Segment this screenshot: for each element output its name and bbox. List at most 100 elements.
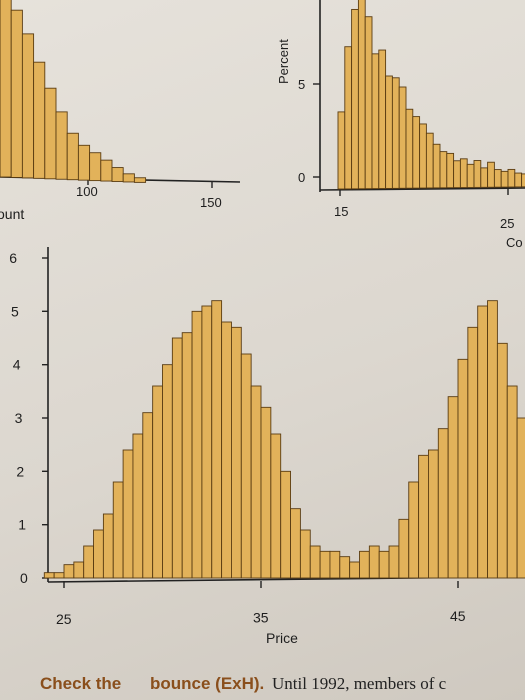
- histogram-bar: [122, 449, 134, 579]
- footer-bold-text: bounce (ExH).: [150, 674, 265, 693]
- histogram-bar: [419, 123, 427, 189]
- histogram-bar: [280, 470, 292, 579]
- histogram-bar: [521, 173, 525, 188]
- histogram-bar: [250, 385, 262, 579]
- footer-text: Check the bounce (ExH). Until 1992, memb…: [0, 672, 525, 700]
- y-tick-label: 0: [20, 570, 28, 586]
- y-tick-label: 5: [298, 77, 305, 92]
- histogram-bar: [201, 305, 213, 579]
- y-tick-label: 3: [15, 410, 23, 426]
- histogram-bar: [418, 454, 429, 579]
- histogram-bar: [290, 508, 301, 579]
- histogram-bar: [516, 417, 525, 579]
- histogram-bar: [112, 481, 124, 579]
- histogram-bar: [89, 152, 102, 182]
- histogram-bar: [446, 152, 455, 189]
- histogram-bar: [211, 300, 223, 579]
- histogram-bar: [466, 163, 475, 188]
- x-tick-label: 150: [200, 195, 222, 210]
- histogram-bar: [487, 300, 498, 579]
- histogram-bar: [66, 132, 79, 181]
- histogram-bar: [133, 177, 147, 183]
- histogram-bar: [111, 167, 124, 182]
- histogram-bar: [260, 406, 272, 579]
- histogram-bar: [55, 111, 68, 180]
- histogram-bar: [507, 168, 516, 188]
- histogram-bar: [33, 61, 46, 179]
- histogram-bar: [162, 364, 173, 579]
- histogram-bar: [181, 332, 193, 579]
- histogram-bar: [371, 53, 380, 190]
- histogram-bar: [506, 385, 518, 579]
- chart-top-right: 0 5 Percent 15 25 Co: [276, 0, 525, 250]
- x-axis-label: Price: [266, 630, 298, 646]
- histogram-bar: [357, 0, 366, 190]
- histogram-bar: [349, 561, 360, 579]
- histogram-bar: [467, 326, 479, 579]
- x-axis-top-right: [319, 187, 525, 191]
- histogram-bar: [0, 0, 12, 178]
- histogram-bar: [480, 167, 489, 188]
- histogram-bar: [221, 321, 232, 579]
- histogram-bar: [43, 572, 55, 579]
- x-axis-label: ount: [0, 206, 24, 222]
- histogram-bar: [453, 160, 461, 189]
- histogram-bar: [100, 159, 113, 182]
- histogram-bar: [83, 545, 94, 579]
- histogram-bar: [398, 518, 410, 579]
- histogram-bar: [122, 173, 135, 183]
- histogram-bar: [457, 358, 469, 579]
- histogram-bar: [487, 161, 495, 188]
- y-tick-label: 4: [13, 357, 21, 373]
- histogram-bar: [388, 545, 400, 579]
- histogram-bar: [152, 385, 163, 579]
- histogram-bar: [337, 111, 346, 190]
- histogram-bar: [270, 433, 282, 579]
- histogram-bar: [77, 144, 91, 181]
- histogram-bar: [447, 396, 459, 579]
- histogram-bar: [385, 75, 393, 189]
- histogram-bar: [408, 481, 420, 579]
- footer-left-fragment: Check the: [40, 674, 122, 693]
- histogram-bar: [171, 337, 183, 579]
- histogram-bar: [493, 169, 502, 188]
- histogram-bar: [93, 529, 104, 579]
- x-tick-label: 45: [450, 608, 466, 624]
- histogram-bar: [432, 143, 441, 189]
- histogram-bar: [425, 132, 434, 189]
- histogram-bar: [102, 513, 114, 579]
- histogram-bar: [391, 77, 400, 189]
- histogram-bar: [359, 550, 370, 579]
- histogram-bar: [142, 412, 154, 579]
- histogram-bar: [309, 545, 321, 579]
- histogram-bar: [44, 87, 57, 180]
- histogram-bar: [459, 158, 468, 189]
- histogram-bar: [514, 172, 523, 188]
- histogram-bar: [500, 170, 509, 188]
- histogram-bar: [378, 550, 390, 579]
- x-tick-label: 25: [56, 611, 72, 627]
- histogram-bar: [439, 151, 448, 189]
- histogram-bar: [191, 310, 203, 579]
- histogram-bar: [10, 9, 23, 178]
- histogram-bar: [364, 16, 373, 190]
- y-tick-label: 0: [298, 170, 305, 185]
- histogram-bar: [437, 428, 449, 579]
- histogram-bar: [73, 561, 85, 579]
- histogram-bar: [398, 86, 407, 189]
- x-tick-label: 100: [76, 184, 98, 199]
- y-tick-label: 5: [11, 303, 19, 319]
- histogram-bar: [428, 449, 439, 579]
- histogram-bar: [368, 545, 380, 579]
- histogram-bar: [329, 550, 341, 579]
- histogram-bar: [378, 49, 387, 189]
- histogram-bar: [230, 326, 242, 579]
- histogram-bar: [132, 433, 144, 579]
- x-tick-label: 35: [253, 610, 269, 626]
- y-tick-label: 1: [18, 517, 26, 533]
- histogram-bar: [473, 160, 482, 188]
- y-tick-label: 6: [9, 250, 17, 266]
- histogram-bar: [351, 8, 359, 190]
